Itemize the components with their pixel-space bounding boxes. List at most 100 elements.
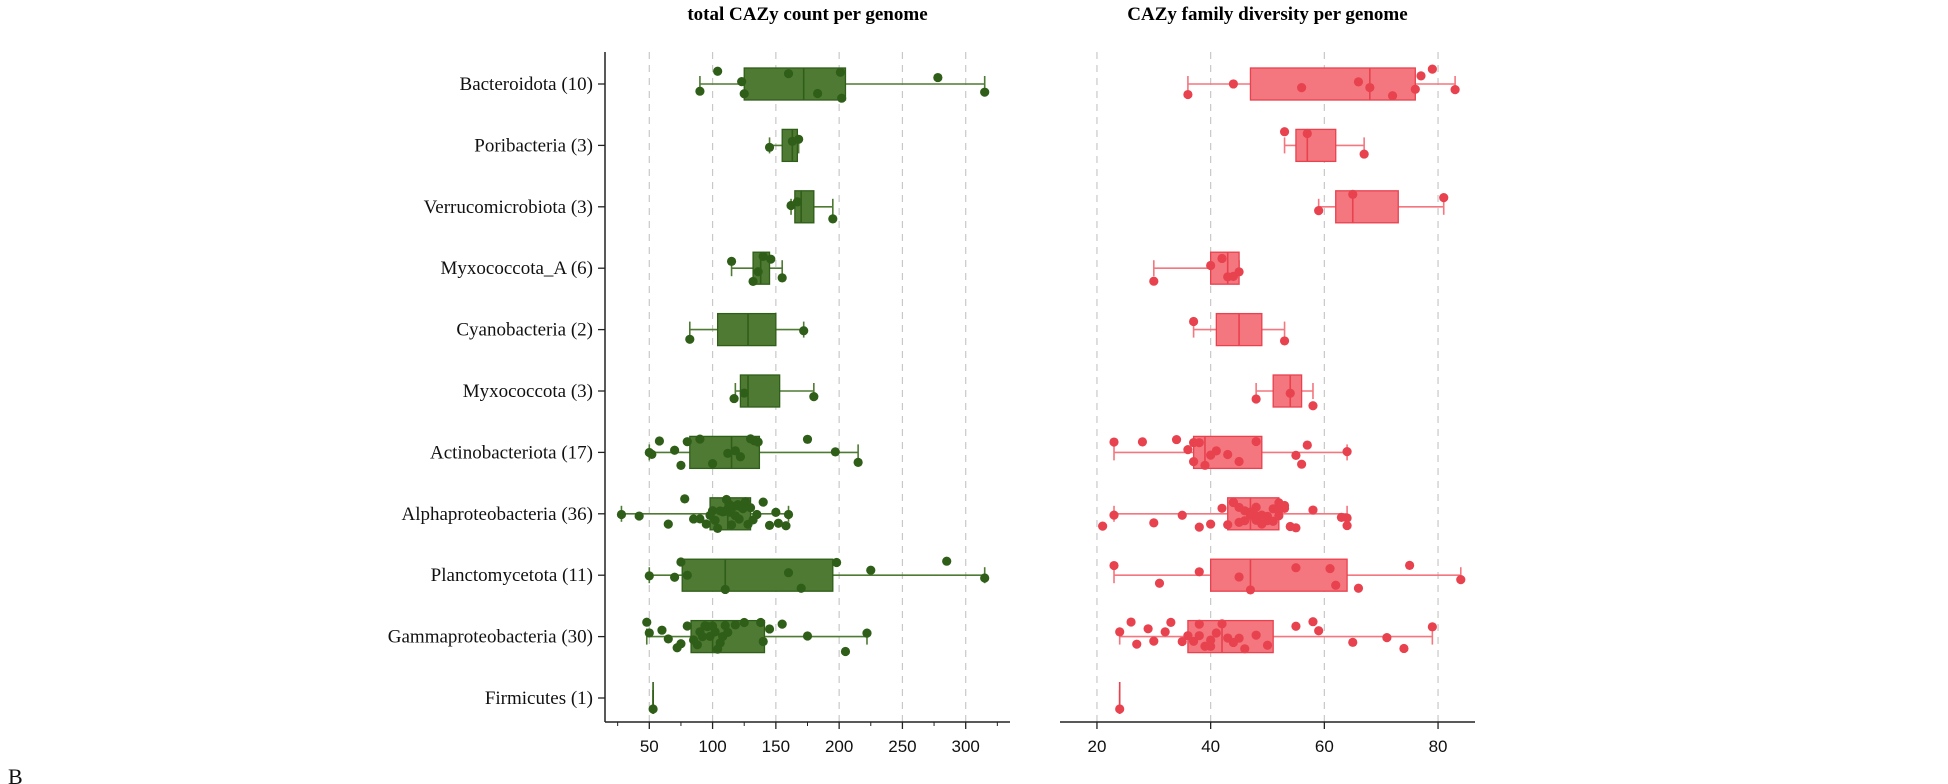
panel-total-cazy-count: total CAZy count per genome 50 100 150 200 25… [598, 4, 1010, 756]
data-point [840, 646, 851, 657]
data-point [802, 631, 813, 641]
points-count-myxococcota-3 [729, 388, 819, 404]
iqr-box [781, 128, 799, 163]
tick-label-count-250: 250 [888, 737, 916, 756]
points-count-cyanobacteria-2 [685, 326, 809, 344]
points-diversity-bacteroidota-10 [1183, 64, 1460, 101]
data-point [695, 434, 705, 444]
data-point [783, 509, 794, 520]
data-point [1268, 516, 1278, 526]
data-point [783, 69, 794, 79]
data-point [799, 326, 809, 336]
data-point [1200, 460, 1210, 470]
data-point [1149, 518, 1159, 528]
data-point [777, 273, 787, 283]
data-point [1194, 619, 1204, 629]
category-label-alphaproteobacteria-36: Alphaproteobacteria (36) [402, 504, 594, 525]
data-point [1245, 585, 1256, 595]
iqr-box [716, 312, 777, 347]
data-point [758, 497, 768, 507]
data-point [737, 76, 747, 87]
data-point [707, 506, 718, 516]
data-point [710, 627, 720, 637]
data-point [654, 436, 665, 446]
data-point [1223, 520, 1233, 530]
data-point [835, 67, 846, 77]
data-point [663, 519, 673, 529]
points-count-myxococcota-a-6 [726, 251, 787, 287]
points-diversity-poribacteria-3 [1279, 127, 1369, 159]
data-point [830, 447, 840, 457]
category-label-myxococcota-a-6: Myxococcota_A (6) [441, 258, 593, 279]
data-point [1188, 316, 1199, 327]
panel-cazy-family-diversity: CAZy family diversity per genome 20 40 60 80 [1060, 4, 1475, 756]
data-point [1279, 336, 1290, 346]
points-count-planctomycetota-11 [644, 556, 990, 595]
iqr-box [681, 558, 834, 592]
data-point [764, 624, 775, 634]
points-count-gammaproteobacteria-30 [642, 617, 872, 657]
data-point [1410, 84, 1420, 94]
data-point [1115, 627, 1125, 637]
data-point [1399, 643, 1409, 654]
data-point [1234, 267, 1244, 277]
data-point [1217, 619, 1227, 629]
data-point [1342, 520, 1352, 531]
data-point [1143, 624, 1153, 634]
category-labels: Bacteroidota (10) Poribacteria (3) Verruco… [388, 74, 593, 709]
data-point [739, 89, 749, 99]
data-point [1353, 77, 1364, 87]
data-point [832, 557, 842, 568]
data-point [1342, 447, 1352, 457]
data-point [1387, 91, 1398, 101]
data-point [729, 393, 739, 404]
data-point [1217, 503, 1227, 513]
data-point [1314, 626, 1324, 636]
data-point [1291, 621, 1301, 631]
points-diversity-planctomycetota-11 [1109, 560, 1466, 595]
data-point [781, 521, 791, 531]
data-point [1217, 253, 1227, 264]
iqr-box [1249, 67, 1416, 101]
points-count-poribacteria-3 [764, 134, 804, 152]
data-point [758, 251, 768, 262]
points-count-firmicutes-1 [648, 704, 658, 714]
box-count-bacteroidota-10 [699, 67, 986, 101]
data-point [1126, 617, 1136, 627]
data-point [1251, 436, 1261, 447]
data-point [680, 494, 690, 504]
data-point [1183, 631, 1193, 641]
data-point [796, 583, 806, 593]
points-diversity-myxococcota-a-6 [1149, 253, 1244, 286]
data-point [773, 518, 783, 528]
data-point [1297, 83, 1307, 93]
data-point [676, 460, 686, 470]
data-point [1427, 622, 1437, 632]
data-point [670, 445, 680, 455]
category-label-actinobacteriota-17: Actinobacteriota (17) [430, 442, 593, 463]
data-point [685, 334, 695, 344]
box-diversity-bacteroidota-10 [1187, 67, 1456, 101]
data-point [1331, 580, 1341, 590]
data-point [1359, 149, 1369, 159]
data-point [1234, 456, 1244, 467]
data-point [1291, 563, 1301, 573]
data-point [676, 557, 686, 567]
data-point [697, 632, 708, 642]
points-diversity-alphaproteobacteria-36 [1098, 497, 1352, 533]
data-point [1405, 560, 1415, 570]
points-count-bacteroidota-10 [695, 66, 990, 103]
data-point [1137, 437, 1148, 447]
data-point [766, 254, 776, 264]
data-point [723, 448, 733, 458]
data-point [1314, 206, 1324, 216]
data-point [1427, 64, 1437, 74]
panel-letter: B [8, 764, 23, 784]
data-point [745, 503, 756, 513]
data-point [756, 617, 766, 628]
category-label-planctomycetota-11: Planctomycetota (11) [431, 565, 593, 586]
category-label-verrucomicrobiota-3: Verrucomicrobiota (3) [424, 197, 593, 218]
data-point [1251, 394, 1261, 404]
data-point [1291, 523, 1301, 533]
data-point [695, 514, 705, 524]
